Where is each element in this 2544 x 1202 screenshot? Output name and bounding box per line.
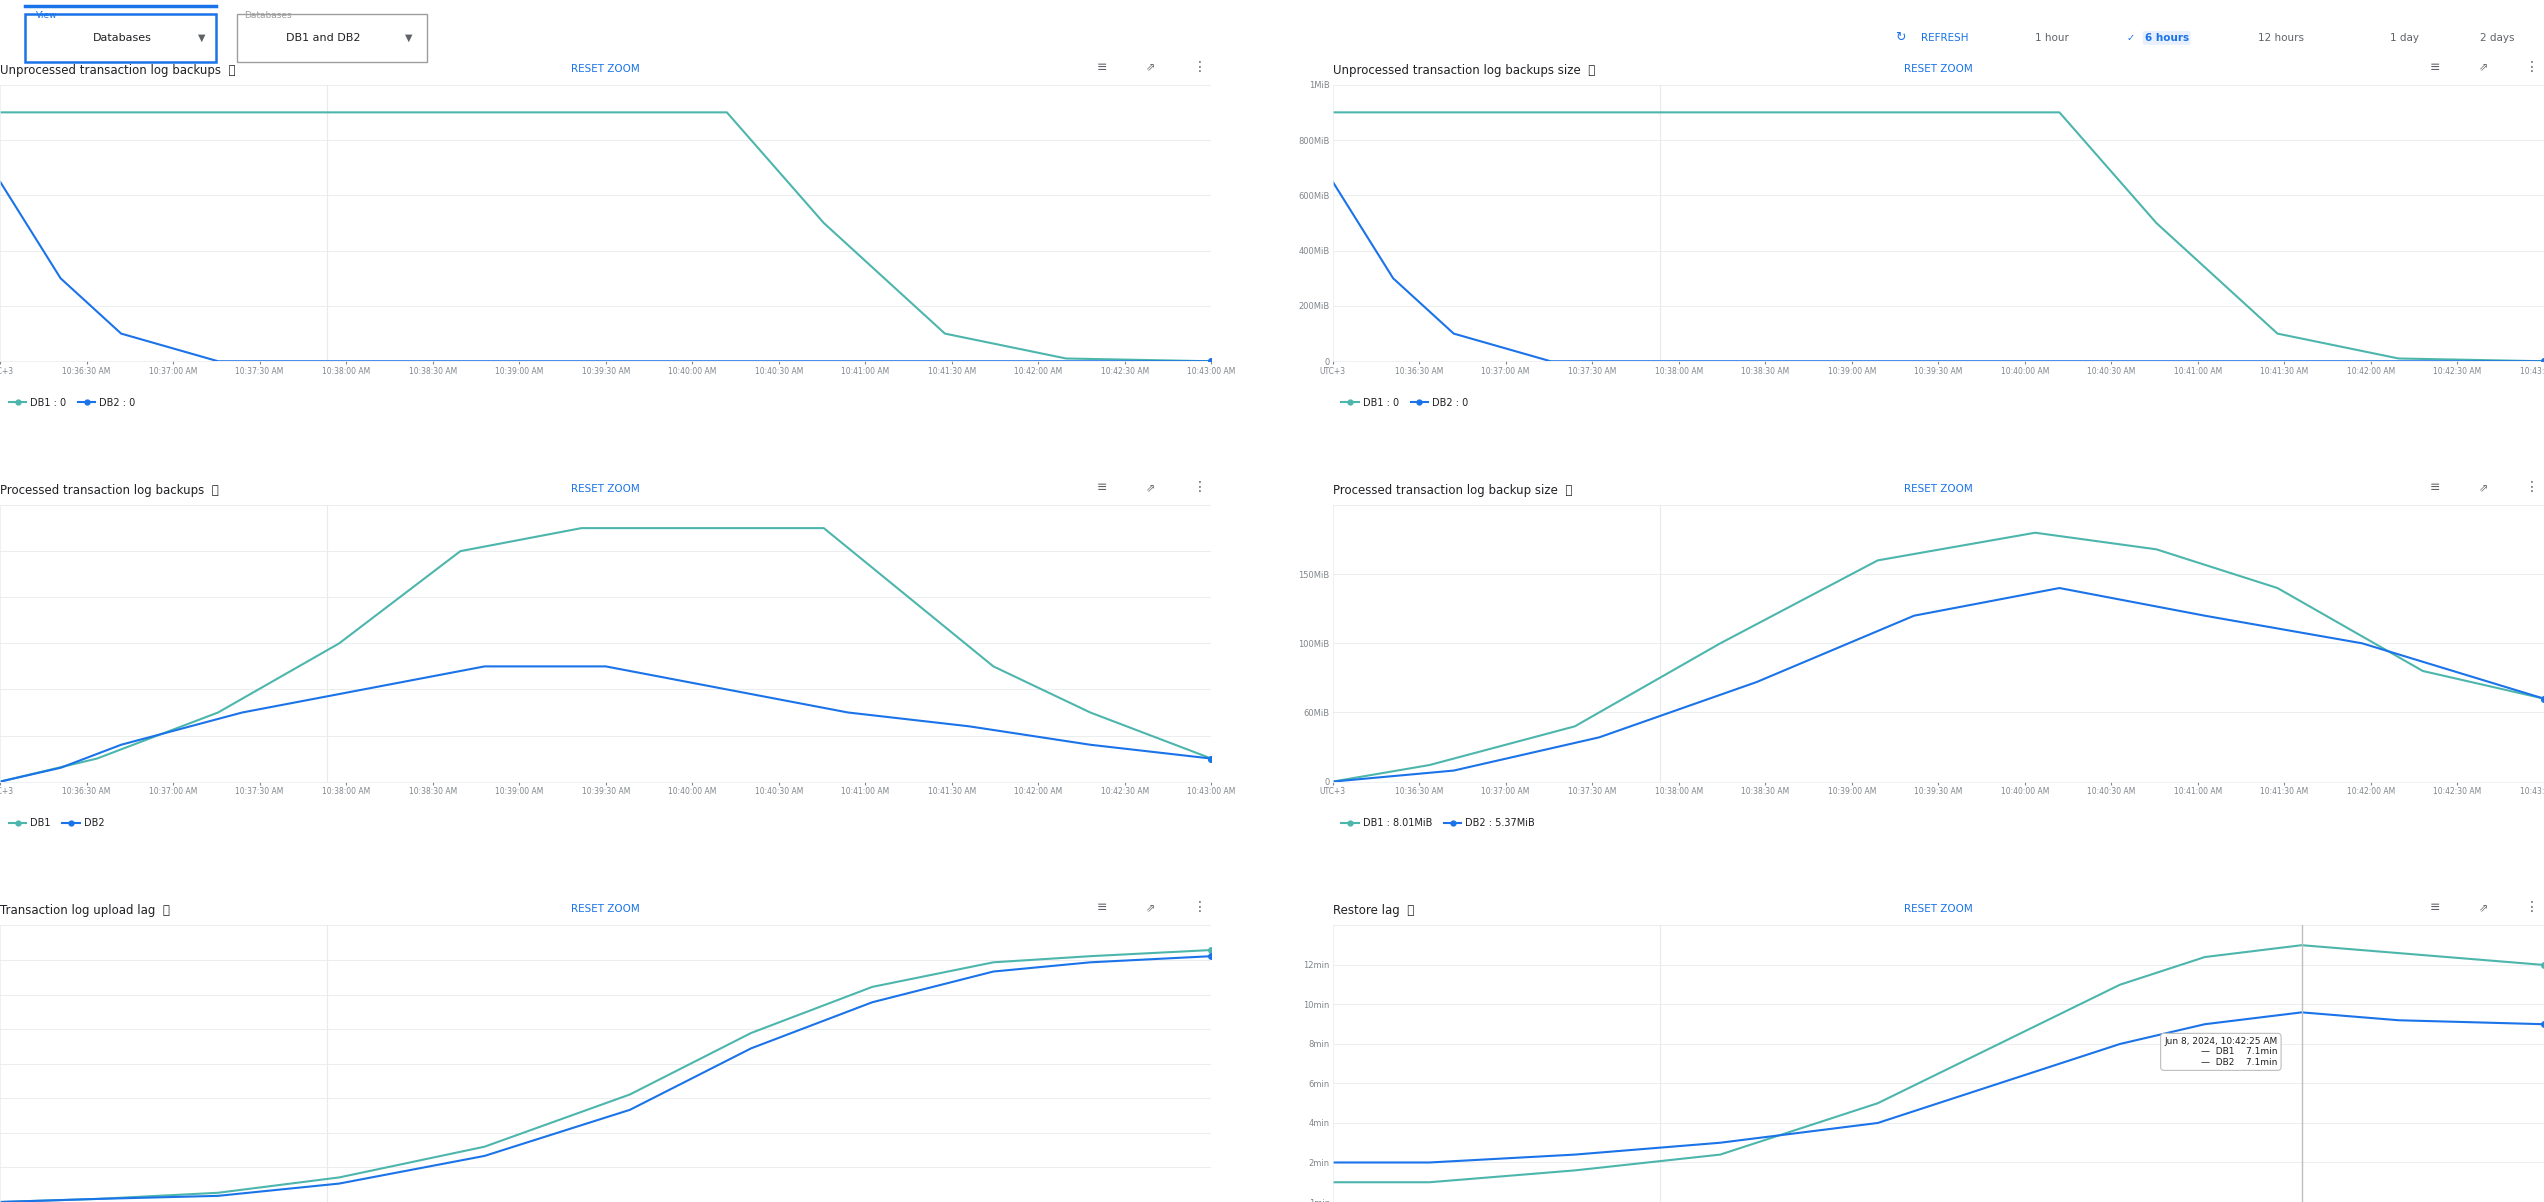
Text: RESET ZOOM: RESET ZOOM	[1903, 904, 1972, 915]
Text: Jun 8, 2024, 10:42:25 AM
—  DB1    7.1min
—  DB2    7.1min: Jun 8, 2024, 10:42:25 AM — DB1 7.1min — …	[2165, 1037, 2277, 1066]
Text: ↻: ↻	[1895, 31, 1905, 44]
Text: Unprocessed transaction log backups size  ⓘ: Unprocessed transaction log backups size…	[1333, 64, 1595, 77]
Text: Databases: Databases	[92, 32, 153, 43]
Text: ⇗: ⇗	[2478, 904, 2488, 915]
Text: Databases: Databases	[244, 11, 293, 19]
Text: RESET ZOOM: RESET ZOOM	[572, 64, 641, 73]
Text: DB1 and DB2: DB1 and DB2	[285, 32, 361, 43]
Text: 1 day: 1 day	[2391, 32, 2419, 43]
Text: View: View	[36, 11, 56, 19]
Legend: DB1 : 0, DB2 : 0: DB1 : 0, DB2 : 0	[5, 394, 140, 411]
Text: ⋮: ⋮	[2526, 60, 2539, 73]
Text: Unprocessed transaction log backups  ⓘ: Unprocessed transaction log backups ⓘ	[0, 64, 237, 77]
Text: Processed transaction log backups  ⓘ: Processed transaction log backups ⓘ	[0, 484, 219, 496]
FancyBboxPatch shape	[237, 14, 427, 61]
Text: 6 hours: 6 hours	[2145, 32, 2188, 43]
Text: ≡: ≡	[1096, 60, 1107, 73]
Text: ⋮: ⋮	[2526, 480, 2539, 494]
Text: ⋮: ⋮	[2526, 900, 2539, 915]
Text: ⇗: ⇗	[2478, 64, 2488, 73]
Text: ⇗: ⇗	[1147, 64, 1155, 73]
Text: ▼: ▼	[404, 32, 412, 43]
Text: 1 hour: 1 hour	[2035, 32, 2068, 43]
Text: REFRESH: REFRESH	[1921, 32, 1969, 43]
Text: ⇗: ⇗	[2478, 484, 2488, 494]
Text: ≡: ≡	[2430, 902, 2440, 915]
Text: ≡: ≡	[1096, 902, 1107, 915]
Text: RESET ZOOM: RESET ZOOM	[572, 904, 641, 915]
Text: Restore lag  ⓘ: Restore lag ⓘ	[1333, 904, 1414, 917]
Text: ⋮: ⋮	[1193, 480, 1206, 494]
Text: RESET ZOOM: RESET ZOOM	[1903, 484, 1972, 494]
Text: RESET ZOOM: RESET ZOOM	[572, 484, 641, 494]
Text: ≡: ≡	[2430, 481, 2440, 494]
Text: ⇗: ⇗	[1147, 904, 1155, 915]
Text: 12 hours: 12 hours	[2259, 32, 2305, 43]
Text: 2 days: 2 days	[2480, 32, 2516, 43]
Text: ≡: ≡	[1096, 481, 1107, 494]
Legend: DB1 : 8.01MiB, DB2 : 5.37MiB: DB1 : 8.01MiB, DB2 : 5.37MiB	[1338, 814, 1539, 832]
Text: ⇗: ⇗	[1147, 484, 1155, 494]
Text: ✓: ✓	[2127, 32, 2134, 43]
Text: ⋮: ⋮	[1193, 900, 1206, 915]
Text: Transaction log upload lag  ⓘ: Transaction log upload lag ⓘ	[0, 904, 170, 917]
Legend: DB1 : 0, DB2 : 0: DB1 : 0, DB2 : 0	[1338, 394, 1473, 411]
Text: RESET ZOOM: RESET ZOOM	[1903, 64, 1972, 73]
Text: ≡: ≡	[2430, 60, 2440, 73]
FancyBboxPatch shape	[25, 14, 216, 61]
Text: Processed transaction log backup size  ⓘ: Processed transaction log backup size ⓘ	[1333, 484, 1572, 496]
Text: ▼: ▼	[198, 32, 206, 43]
Text: ⋮: ⋮	[1193, 60, 1206, 73]
Legend: DB1, DB2: DB1, DB2	[5, 814, 109, 832]
